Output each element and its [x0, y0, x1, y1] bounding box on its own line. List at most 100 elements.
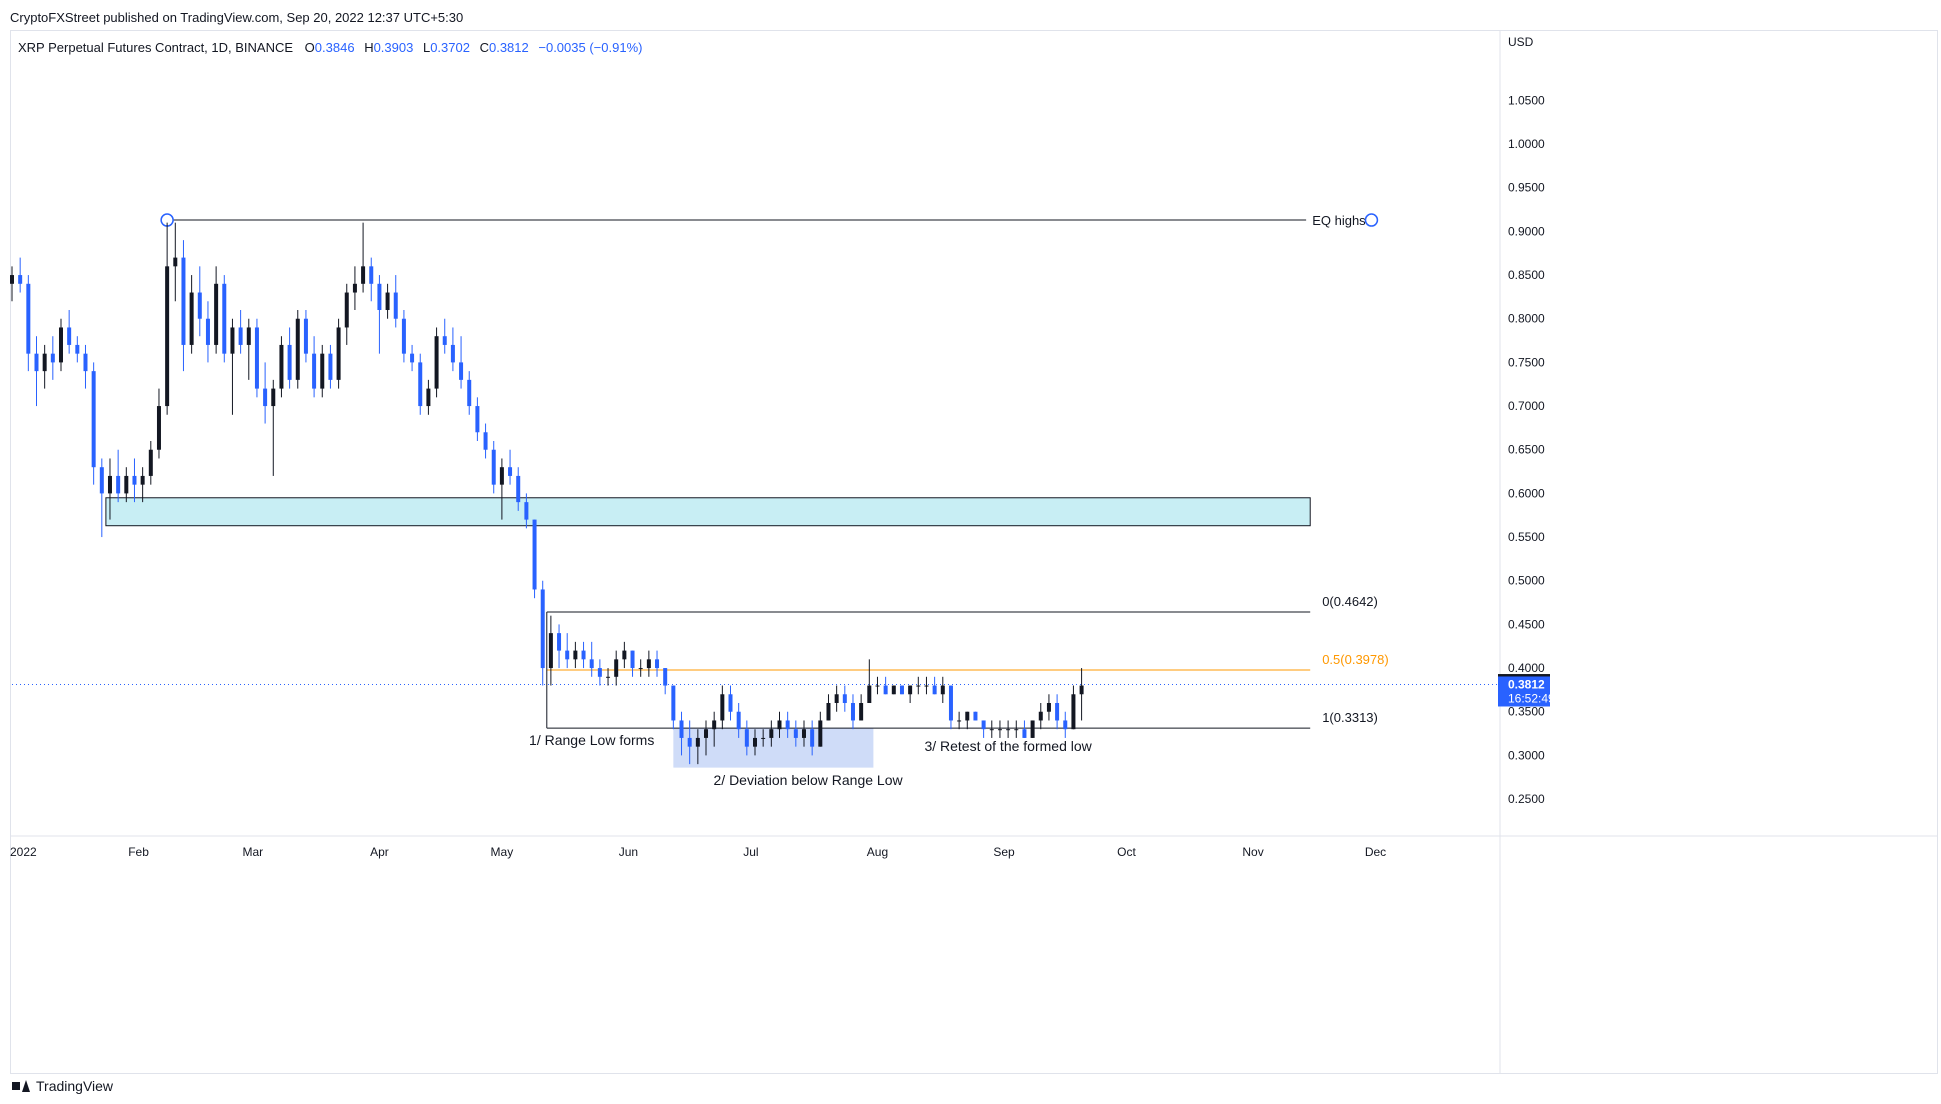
candle-body — [850, 703, 855, 721]
candle-body — [687, 737, 692, 747]
candle-body — [352, 283, 357, 293]
x-tick-label: Nov — [1242, 845, 1263, 859]
candle-body — [826, 703, 831, 721]
candle-body — [246, 327, 251, 345]
candle-body — [1030, 720, 1035, 738]
x-tick-label: Dec — [1365, 845, 1386, 859]
candle-body — [116, 475, 121, 494]
candle-body — [548, 633, 553, 669]
candle-body — [557, 633, 562, 651]
candle-body — [434, 336, 439, 389]
y-tick-label: 0.4500 — [1508, 617, 1545, 631]
candle-body — [1079, 685, 1084, 695]
x-tick-label: Apr — [370, 845, 389, 859]
candle-body — [589, 659, 594, 669]
x-tick-label: Oct — [1117, 845, 1136, 859]
candle-body — [597, 668, 602, 677]
candle-body — [336, 327, 341, 380]
fib-level-label: 0.5(0.3978) — [1322, 652, 1389, 667]
y-tick-label: 0.3500 — [1508, 705, 1545, 719]
candle-body — [924, 685, 929, 687]
candle-body — [818, 720, 823, 747]
candle-body — [875, 685, 880, 687]
drawing-zones — [105, 497, 1311, 768]
candle-body — [883, 685, 888, 695]
candle-body — [704, 729, 709, 738]
chart-frame — [10, 30, 1938, 1074]
candle-body — [173, 257, 178, 267]
annotation-text: 1/ Range Low forms — [529, 732, 654, 748]
candle-body — [891, 685, 896, 695]
candle-body — [197, 292, 202, 319]
change-value: −0.0035 (−0.91%) — [538, 40, 643, 55]
footer-brand[interactable]: TradingView — [12, 1078, 113, 1094]
candle-body — [271, 388, 276, 407]
candle-body — [344, 292, 349, 328]
candle-body — [491, 449, 496, 485]
x-tick-label: May — [491, 845, 514, 859]
low-label: L — [422, 40, 431, 55]
candle-body — [401, 318, 406, 354]
x-tick-label: Aug — [867, 845, 888, 859]
tradingview-logo-icon — [12, 1080, 30, 1092]
candle-body — [516, 475, 521, 503]
candle-body — [91, 371, 96, 468]
candle-body — [777, 720, 782, 730]
candle-body — [614, 659, 619, 677]
candle-body — [655, 659, 660, 669]
candle-body — [312, 353, 317, 389]
candle-body — [630, 650, 635, 669]
candle-body — [1038, 711, 1043, 721]
low-value: 0.3702 — [430, 40, 470, 55]
candle-body — [606, 676, 611, 678]
x-tick-label: Jul — [743, 845, 758, 859]
candle-body — [499, 467, 504, 485]
candle-body — [361, 266, 366, 284]
candle-body — [410, 353, 415, 363]
candle-body — [67, 327, 72, 345]
candle-body — [254, 327, 259, 389]
candle-body — [42, 353, 47, 372]
candle-body — [385, 292, 390, 310]
supply-zone — [105, 497, 1311, 527]
close-label: C — [479, 40, 489, 55]
candle-body — [124, 475, 129, 494]
candle-body — [663, 668, 668, 686]
currency-label: USD — [1508, 35, 1534, 49]
symbol-name[interactable]: XRP Perpetual Futures Contract, 1D, BINA… — [18, 40, 294, 55]
candle-body — [785, 720, 790, 730]
candle-body — [957, 720, 962, 722]
x-tick-label: Jun — [619, 845, 638, 859]
eq-highs-anchor-right — [1364, 213, 1379, 227]
candle-body — [450, 344, 455, 363]
y-tick-label: 0.6500 — [1508, 443, 1545, 457]
candle-body — [132, 475, 137, 485]
candle-body — [418, 362, 423, 407]
candle-body — [393, 292, 398, 319]
y-tick-label: 0.3000 — [1508, 748, 1545, 762]
fib-level-label: 0(0.4642) — [1322, 594, 1378, 609]
candle-body — [26, 283, 31, 354]
high-label: H — [364, 40, 374, 55]
candle-body — [899, 685, 904, 695]
candle-body — [263, 388, 268, 407]
candle-body — [581, 650, 586, 660]
y-tick-label: 0.2500 — [1508, 792, 1545, 806]
y-tick-label: 0.5500 — [1508, 530, 1545, 544]
y-tick-label: 0.7500 — [1508, 355, 1545, 369]
candle-body — [181, 257, 186, 345]
candle-body — [189, 292, 194, 345]
candle-body — [148, 449, 153, 476]
candle-body — [483, 432, 488, 450]
drawing-lines: EQ highs 0(0.4642) 0.5(0.3978) 1(0.3313) — [12, 213, 1500, 729]
y-tick-label: 1.0000 — [1508, 137, 1545, 151]
candle-body — [508, 467, 513, 476]
close-value: 0.3812 — [488, 40, 529, 55]
candle-body — [75, 344, 80, 354]
last-price-tag — [1498, 676, 1550, 707]
x-tick-label: Mar — [243, 845, 264, 859]
candle-body — [842, 694, 847, 703]
candle-body — [973, 711, 978, 721]
candle-body — [107, 475, 112, 494]
